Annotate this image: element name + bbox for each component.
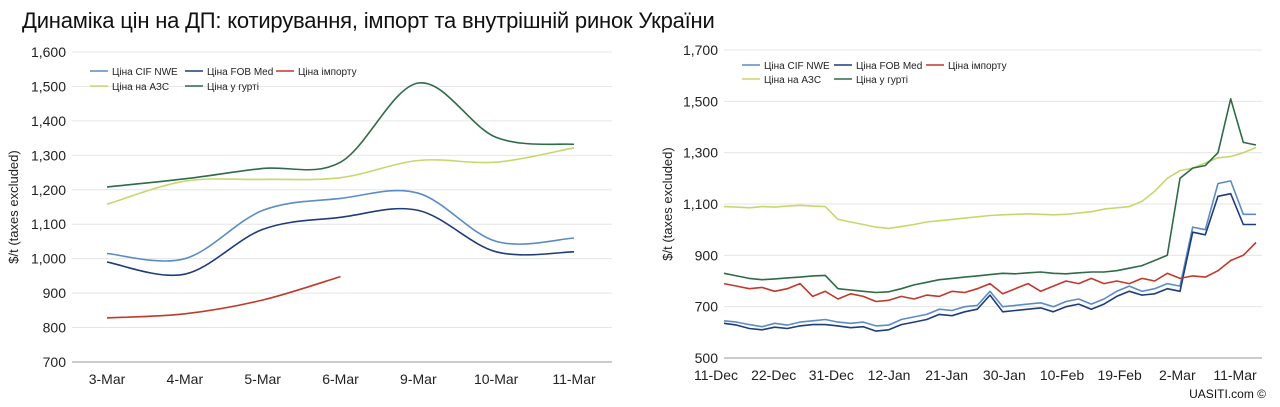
y-tick-label: 900 [43, 285, 67, 301]
x-tick-label: 5-Mar [244, 371, 281, 387]
legend-label: Ціна FOB Med [207, 67, 273, 78]
y-tick-label: 500 [695, 350, 719, 366]
x-tick-label: 3-Mar [89, 371, 126, 387]
y-tick-label: 1,300 [31, 147, 66, 163]
x-tick-label: 12-Jan [868, 367, 911, 383]
y-tick-label: 1,200 [31, 182, 66, 198]
y-tick-label: 700 [695, 299, 719, 315]
y-tick-label: 1,700 [683, 42, 718, 58]
series-line [106, 207, 575, 277]
legend-label: Ціна імпорту [298, 67, 357, 78]
legend-label: Ціна CIF NWE [112, 67, 178, 78]
y-tick-label: 1,100 [31, 216, 66, 232]
series-line [106, 189, 575, 262]
x-tick-label: 11-Mar [552, 371, 596, 387]
legend-label: Ціна у гурті [856, 75, 908, 86]
y-axis-label: $/t (taxes excluded) [6, 150, 21, 263]
chart-left: 700 800 900 1,000 1,100 1,200 1,300 1,400 1,500 1… [6, 44, 612, 387]
legend-label: Ціна імпорту [948, 61, 1007, 72]
series-line [106, 147, 575, 205]
legend-label: Ціна CIF NWE [764, 61, 830, 72]
series-line [723, 192, 1256, 332]
series-line [723, 146, 1257, 230]
x-tick-label: 11-Mar [1213, 367, 1257, 383]
y-tick-label: 1,000 [31, 251, 66, 267]
x-tick-label: 2-Mar [1159, 367, 1196, 383]
x-tick-label: 11-Dec [694, 367, 738, 383]
series-line [723, 180, 1256, 328]
legend-label: Ціна у гурті [207, 82, 259, 93]
y-tick-label: 1,500 [683, 93, 718, 109]
series-line [723, 98, 1257, 294]
y-tick-label: 700 [43, 354, 67, 370]
y-tick-label: 1,600 [31, 44, 66, 60]
series-line [106, 275, 341, 319]
y-tick-label: 800 [43, 320, 67, 336]
x-tick-label: 31-Dec [809, 367, 854, 383]
y-tick-label: 1,400 [31, 113, 66, 129]
legend-label: Ціна FOB Med [856, 61, 922, 72]
y-axis-label: $/t (taxes excluded) [660, 147, 675, 260]
x-tick-label: 9-Mar [400, 371, 437, 387]
y-tick-label: 1,100 [683, 196, 718, 212]
x-tick-label: 4-Mar [167, 371, 204, 387]
x-tick-label: 10-Mar [474, 371, 519, 387]
credit-label: UASITI.com © [1189, 387, 1266, 401]
page-title: Динаміка цін на ДП: котирування, імпорт … [22, 8, 715, 33]
x-tick-label: 21-Jan [925, 367, 968, 383]
series-line [106, 82, 575, 188]
legend-label: Ціна на АЗС [764, 75, 821, 86]
series-line [723, 241, 1257, 303]
x-tick-label: 10-Feb [1040, 367, 1085, 383]
legend-label: Ціна на АЗС [112, 82, 169, 93]
x-tick-label: 22-Dec [751, 367, 796, 383]
y-tick-label: 1,300 [683, 145, 718, 161]
x-tick-label: 6-Mar [322, 371, 359, 387]
x-tick-label: 30-Jan [983, 367, 1026, 383]
y-tick-label: 1,500 [31, 78, 66, 94]
x-tick-label: 19-Feb [1097, 367, 1142, 383]
y-tick-label: 900 [695, 247, 719, 263]
